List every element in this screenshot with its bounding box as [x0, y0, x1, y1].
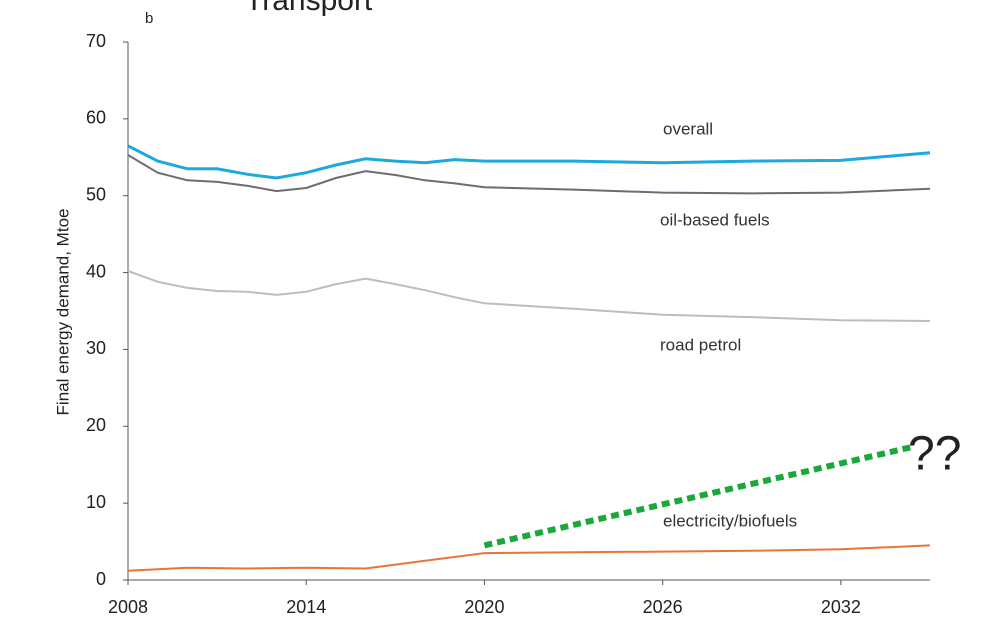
series-line	[127, 154, 931, 195]
annotation: ??	[908, 428, 961, 481]
y-tick-label: 0	[96, 569, 106, 589]
x-tick-label: 2032	[821, 597, 861, 617]
x-tick-label: 2008	[108, 597, 148, 617]
series-label: road petrol	[660, 335, 741, 354]
series-label: overall	[663, 119, 713, 138]
y-tick-label: 20	[86, 415, 106, 435]
chart-title: Transport	[245, 0, 373, 17]
x-tick-label: 2014	[286, 597, 326, 617]
y-tick-label: 70	[86, 31, 106, 51]
x-tick-label: 2026	[643, 597, 683, 617]
y-tick-label: 60	[86, 108, 106, 128]
y-tick-label: 40	[86, 261, 106, 281]
y-axis-label: Final energy demand, Mtoe	[53, 209, 72, 416]
series-label: electricity/biofuels	[663, 511, 797, 530]
series-line	[127, 544, 931, 572]
x-tick-label: 2020	[464, 597, 504, 617]
y-tick-label: 10	[86, 492, 106, 512]
panel-label: b	[145, 10, 153, 27]
y-tick-label: 30	[86, 338, 106, 358]
series-label: oil-based fuels	[660, 210, 770, 229]
series-line	[127, 144, 931, 180]
series-line	[127, 270, 931, 322]
y-tick-label: 50	[86, 184, 106, 204]
projection-line	[483, 444, 913, 549]
